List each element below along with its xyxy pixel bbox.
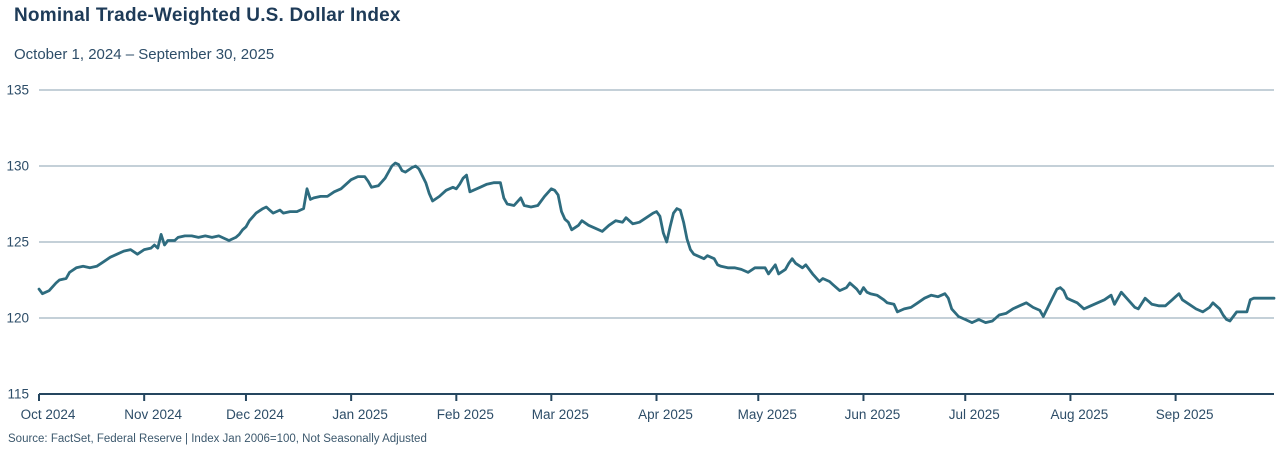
chart-date-range-subtitle: October 1, 2024 – September 30, 2025 — [14, 46, 275, 63]
x-axis-label: Jan 2025 — [332, 407, 388, 422]
page-title: Nominal Trade-Weighted U.S. Dollar Index — [14, 5, 401, 26]
y-axis-label: 115 — [7, 387, 29, 402]
x-axis-label: Apr 2025 — [638, 407, 693, 422]
x-axis-label: Jun 2025 — [845, 407, 901, 422]
x-axis-label: Sep 2025 — [1156, 407, 1214, 422]
x-axis-label: Nov 2024 — [124, 407, 182, 422]
y-axis-label: 130 — [6, 159, 29, 174]
x-axis-label: Aug 2025 — [1051, 407, 1109, 422]
index-line-series — [37, 161, 1276, 325]
x-axis-label: Jul 2025 — [949, 407, 1000, 422]
y-axis-label: 135 — [6, 83, 29, 98]
y-axis-label: 120 — [6, 311, 29, 326]
y-axis-label: 125 — [6, 235, 29, 250]
x-axis-label: Mar 2025 — [532, 407, 589, 422]
x-axis-label: Feb 2025 — [437, 407, 494, 422]
x-axis-label: Dec 2024 — [226, 407, 284, 422]
x-axis-label: Oct 2024 — [21, 407, 76, 422]
source-footnote: Source: FactSet, Federal Reserve | Index… — [8, 433, 427, 445]
x-axis-label: May 2025 — [738, 407, 797, 422]
